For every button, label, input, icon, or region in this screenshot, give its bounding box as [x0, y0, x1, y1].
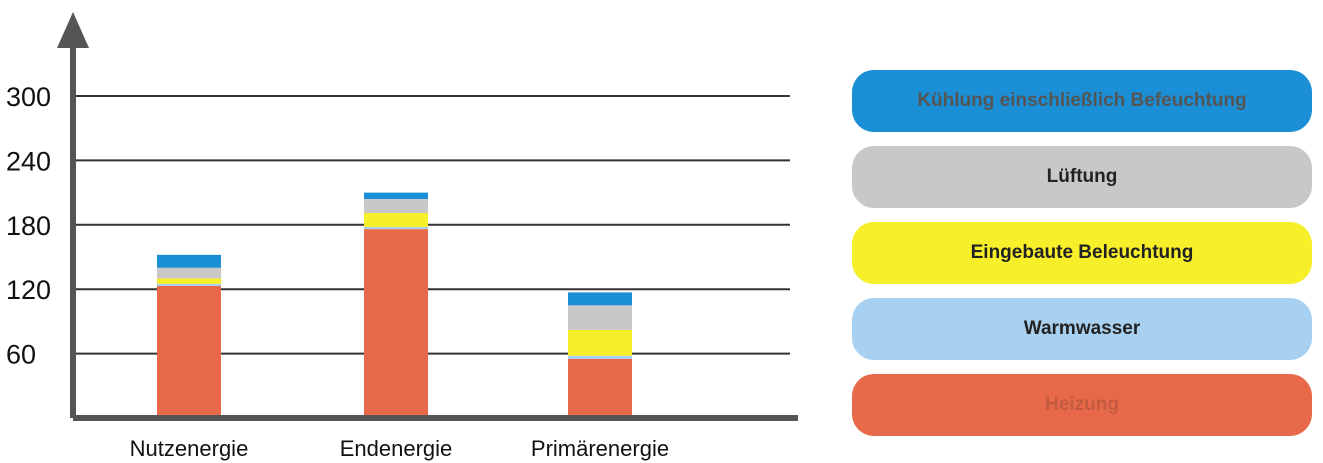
- stacked-bar-chart: 60 120 180 240 300 Nutzenergie Endenergie Primä…: [6, 12, 798, 461]
- bar-segment-1-1: [157, 285, 221, 418]
- axis-labels: 60 120 180 240 300 Nutzenergie Endenergie Primä…: [6, 82, 669, 461]
- y-tick-label: 120: [6, 275, 51, 305]
- x-category-label: Endenergie: [340, 436, 453, 461]
- bar-segment-3-5: [568, 292, 632, 306]
- bar-segment-1-4: [157, 267, 221, 279]
- y-tick-label: 60: [6, 340, 36, 370]
- bar-segment-3-1: [568, 358, 632, 418]
- legend-item: Lüftung: [852, 146, 1312, 208]
- bar-segment-1-3: [157, 278, 221, 284]
- x-category-label: Nutzenergie: [130, 436, 249, 461]
- legend-item: Eingebaute Beleuchtung: [852, 222, 1312, 284]
- bar-segment-3-2: [568, 355, 632, 359]
- bar-segment-2-5: [364, 192, 428, 200]
- bars: [157, 192, 632, 418]
- bar-segment-1-2: [157, 283, 221, 286]
- bar-segment-2-2: [364, 226, 428, 230]
- bar-segment-2-3: [364, 212, 428, 227]
- legend-item: Kühlung einschließlich Befeuchtung: [852, 70, 1312, 132]
- y-tick-label: 180: [6, 211, 51, 241]
- axes: [57, 12, 798, 421]
- legend: Kühlung einschließlich Befeuchtung Lüftun…: [852, 70, 1312, 450]
- legend-item: Heizung: [852, 374, 1312, 436]
- y-tick-label: 240: [6, 146, 51, 176]
- legend-item: Warmwasser: [852, 298, 1312, 360]
- bar-segment-3-4: [568, 305, 632, 330]
- bar-segment-2-4: [364, 199, 428, 213]
- bar-segment-2-1: [364, 229, 428, 418]
- bar-segment-1-5: [157, 254, 221, 268]
- y-tick-label: 300: [6, 82, 51, 112]
- bar-segment-3-3: [568, 329, 632, 356]
- x-category-label: Primärenergie: [531, 436, 669, 461]
- y-axis-arrow-icon: [57, 12, 89, 48]
